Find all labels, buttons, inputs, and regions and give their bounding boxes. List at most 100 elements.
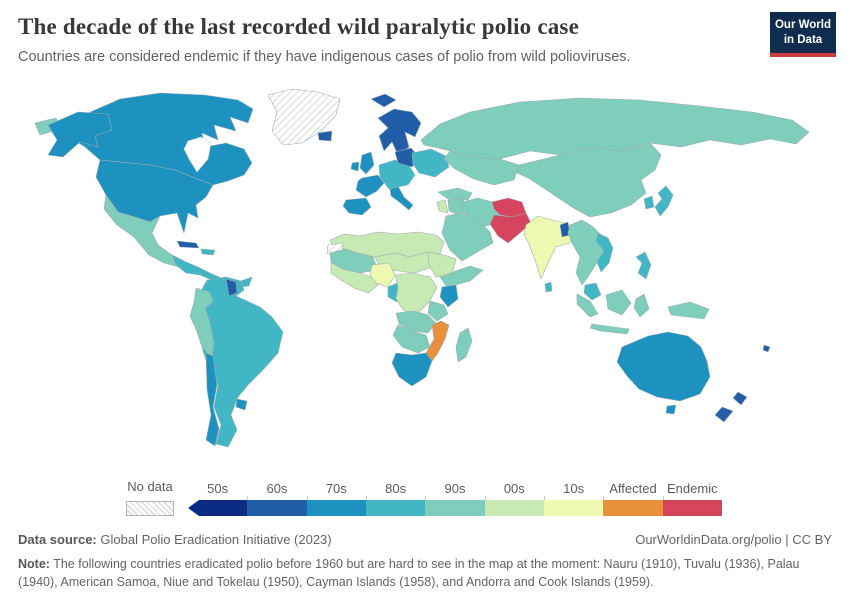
legend-no-data-label: No data [127,479,173,494]
region-zimbabwe-namibia[interactable]: Zimbabwe, Namibia & Botswana — 90s [392,324,431,354]
region-nz-north[interactable]: New Zealand (North Island) — 60s [732,391,748,406]
region-java[interactable]: Indonesia (Java) — 90s [589,323,630,335]
data-source-text: Global Polio Eradication Initiative (202… [100,532,332,547]
attribution-link[interactable]: OurWorldinData.org/polio | CC BY [635,532,832,547]
region-borneo[interactable]: Borneo — 90s [605,289,632,316]
legend-tick [425,496,427,500]
region-central-america[interactable]: Central America — 80s [171,254,253,289]
legend-labels: 50s 60s 70s 80s 90s 00s 10s Affected Endemic [188,481,722,496]
world-map-svg[interactable]: Russia — 90sRussia (far east) — 90sCanad… [0,85,850,475]
owid-logo-line1: Our World [774,19,831,31]
map-legend: No data 50s 60s 70s 80s 90s 00s 10s Affected End… [126,479,722,516]
legend-color-scale: 50s 60s 70s 80s 90s 00s 10s Affected Endemic [188,481,722,516]
region-uk[interactable]: United Kingdom — 70s [359,151,375,175]
legend-swatch-00s[interactable] [484,500,544,516]
world-map[interactable]: Russia — 90sRussia (far east) — 90sCanad… [0,85,850,475]
region-nz-south[interactable]: New Zealand (South Island) — 60s [714,406,734,423]
region-eastern-europe[interactable]: Eastern Europe — 80s [411,148,450,178]
region-india[interactable]: India — 10s [523,215,578,280]
region-cuba[interactable]: Cuba — 60s [176,240,200,249]
region-pakistan[interactable]: Pakistan — Endemic [489,212,532,244]
region-hispaniola[interactable]: Hispaniola — 80s [200,248,216,256]
region-italy[interactable]: Italy — 70s [389,185,414,211]
region-vietnam[interactable]: Vietnam — 80s [595,232,614,273]
legend-tick [247,496,249,500]
region-philippines[interactable]: Philippines — 80s [635,251,652,280]
region-australia[interactable]: Australia — 70s [616,331,711,402]
region-hudson-bay: Hudson Bay [183,136,212,173]
legend-tick [306,496,308,500]
region-scandinavia[interactable]: Scandinavia — 60s [377,108,422,156]
region-kenya[interactable]: Kenya — 70s [439,284,459,308]
region-chile[interactable]: Chile — 70s [205,352,220,447]
region-tasmania[interactable]: Tasmania — 70s [665,404,677,415]
source-row: Data source: Global Polio Eradication In… [18,532,832,547]
legend-swatch-90s[interactable] [425,500,485,516]
region-alaska[interactable]: United States (Alaska) — 70s [47,111,113,158]
region-west-africa-coast[interactable]: West African coast — 00s [330,261,379,294]
data-source-label: Data source: [18,532,97,547]
region-central-asia[interactable]: Central Asia — 90s [443,150,520,186]
legend-swatch-80s[interactable] [365,500,426,516]
region-iceland[interactable]: Iceland — 60s [317,130,333,142]
region-madagascar[interactable]: Madagascar — 90s [455,327,473,363]
legend-label-90s: 90s [444,481,466,496]
legend-tick [662,496,664,500]
region-saudi-arabia[interactable]: Arabian Peninsula — 90s [441,212,494,262]
legend-label-70s: 70s [325,481,347,496]
no-data-swatch [126,501,174,516]
legend-swatch-affected[interactable] [603,500,663,516]
footnote-text: The following countries eradicated polio… [18,557,800,590]
region-uruguay[interactable]: Uruguay — 70s [235,398,248,411]
region-svalbard[interactable]: Svalbard — 60s [370,93,397,108]
legend-label-50s: 50s [207,481,229,496]
region-fiji[interactable]: Fiji — 60s [762,344,771,353]
legend-label-00s: 00s [503,481,525,496]
region-levant[interactable]: Levant — 00s [436,199,449,214]
region-new-guinea[interactable]: New Guinea — 90s [667,301,710,320]
region-guyana[interactable]: Guyana — 60s [225,278,238,297]
legend-no-data[interactable]: No data [126,479,174,516]
footnote: Note: The following countries eradicated… [18,555,832,591]
chart-header: The decade of the last recorded wild par… [18,14,750,65]
region-iberia[interactable]: Spain & Portugal — 70s [342,197,372,216]
legend-tick [484,496,486,500]
region-south-africa[interactable]: South Africa — 70s [391,352,433,387]
region-se-asia[interactable]: Mainland Southeast Asia — 90s [567,219,605,286]
legend-swatch-50s[interactable] [188,500,248,516]
legend-label-80s: 80s [385,481,407,496]
legend-tick [544,496,545,500]
region-drc[interactable]: DR Congo & Central Africa — 00s [394,272,438,314]
region-horn-of-africa[interactable]: Horn of Africa — 90s [439,265,484,287]
region-ireland[interactable]: Ireland — 70s [350,161,360,172]
region-russia[interactable]: Russia — 90s [420,97,810,160]
data-source: Data source: Global Polio Eradication In… [18,532,332,547]
legend-label-60s: 60s [266,481,288,496]
chart-footer: Data source: Global Polio Eradication In… [18,532,832,591]
region-korea[interactable]: Korea — 80s [643,195,655,210]
owid-logo-line2: in Data [783,33,823,46]
owid-logo: Our World in Data [770,12,836,57]
region-japan[interactable]: Japan — 80s [654,185,674,217]
legend-label-endemic: Endemic [667,481,718,496]
legend-swatch-endemic[interactable] [662,500,722,516]
legend-tick [366,496,367,500]
legend-swatch-70s[interactable] [306,500,366,516]
region-china[interactable]: China & Mongolia — 90s [516,142,662,218]
region-tanzania[interactable]: Tanzania — 90s [427,300,449,322]
legend-swatch-10s[interactable] [543,500,604,516]
region-sumatra[interactable]: Indonesia (Sumatra) — 90s [576,293,599,318]
legend-tick [603,496,605,500]
region-sulawesi[interactable]: Indonesia (Sulawesi) — 90s [633,293,650,318]
page-title: The decade of the last recorded wild par… [18,14,579,39]
region-mozambique-malawi[interactable]: Mozambique & Malawi — Affected [425,320,450,365]
region-sri-lanka[interactable]: Sri Lanka — 80s [544,281,553,293]
region-turkey[interactable]: Turkey — 90s [437,187,473,201]
region-malaysia[interactable]: Malaysia — 80s [583,282,602,301]
region-france[interactable]: France — 70s [355,174,385,198]
region-andean[interactable]: Colombia, Ecuador & Peru — 90s [189,287,215,359]
region-angola-zambia[interactable]: Angola & Zambia — 90s [395,310,437,334]
legend-swatch-60s[interactable] [247,500,307,516]
region-greenland[interactable]: Greenland — No data [267,88,341,146]
